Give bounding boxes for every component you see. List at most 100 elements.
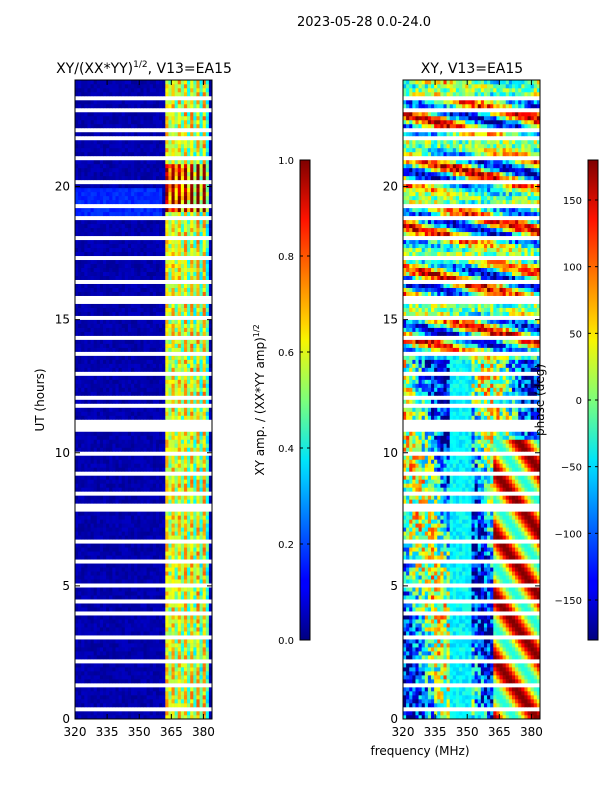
- left-heatmap-cell: [87, 323, 91, 328]
- left-heatmap-cell: [118, 243, 123, 249]
- left-heatmap-cell: [155, 647, 160, 652]
- left-heatmap-cell: [115, 711, 119, 716]
- left-heatmap-cell: [81, 711, 85, 716]
- left-heatmap-cell: [146, 407, 151, 412]
- left-heatmap-cell: [187, 311, 191, 316]
- left-heatmap-cell: [134, 383, 138, 388]
- left-heatmap-cell: [131, 339, 135, 344]
- left-heatmap-cell: [87, 223, 91, 229]
- left-heatmap-cell: [106, 187, 110, 193]
- left-heatmap-cell: [131, 151, 135, 157]
- left-heatmap-cell: [75, 447, 79, 452]
- left-heatmap-cell: [187, 555, 191, 560]
- left-heatmap-cell: [112, 211, 116, 217]
- left-heatmap-cell: [193, 223, 197, 229]
- left-heatmap-cell: [143, 267, 147, 272]
- left-heatmap-cell: [127, 387, 132, 392]
- left-heatmap-cell: [112, 703, 116, 708]
- left-heatmap-cell: [180, 347, 185, 352]
- left-heatmap-cell: [149, 227, 154, 233]
- left-heatmap-cell: [183, 495, 188, 500]
- left-heatmap-cell: [183, 687, 188, 692]
- left-heatmap-cell: [96, 327, 101, 332]
- left-heatmap-cell: [84, 671, 88, 676]
- left-heatmap-cell: [208, 495, 213, 500]
- left-heatmap-cell: [90, 243, 94, 249]
- left-heatmap-cell: [99, 499, 104, 504]
- left-heatmap-cell: [140, 163, 144, 169]
- left-heatmap-cell: [168, 219, 172, 225]
- left-heatmap-cell: [168, 631, 172, 636]
- left-heatmap-cell: [190, 647, 194, 652]
- left-heatmap-cell: [187, 259, 191, 265]
- left-heatmap-cell: [149, 675, 154, 680]
- left-heatmap-cell: [90, 675, 94, 680]
- left-heatmap-cell: [165, 355, 169, 360]
- left-heatmap-cell: [140, 239, 144, 245]
- left-heatmap-cell: [152, 651, 157, 656]
- left-heatmap-cell: [187, 543, 191, 548]
- left-heatmap-cell: [84, 339, 88, 344]
- left-heatmap-cell: [152, 303, 157, 308]
- left-heatmap-cell: [112, 291, 116, 296]
- left-heatmap-cell: [127, 271, 132, 276]
- left-heatmap-cell: [202, 231, 207, 237]
- left-heatmap-cell: [196, 675, 200, 680]
- left-heatmap-cell: [131, 691, 135, 696]
- left-heatmap-cell: [106, 455, 110, 460]
- left-heatmap-cell: [143, 207, 147, 213]
- left-heatmap-cell: [106, 151, 110, 157]
- left-heatmap-cell: [112, 475, 116, 480]
- left-heatmap-cell: [162, 439, 166, 444]
- left-heatmap-cell: [140, 283, 144, 288]
- left-heatmap-cell: [93, 475, 98, 480]
- left-heatmap-cell: [180, 587, 185, 592]
- left-heatmap-cell: [109, 711, 113, 716]
- left-heatmap-cell: [75, 195, 79, 201]
- left-heatmap-cell: [84, 607, 88, 612]
- left-heatmap-cell: [127, 187, 132, 193]
- left-heatmap-cell: [90, 531, 94, 536]
- left-heatmap-cell: [162, 663, 166, 668]
- left-heatmap-cell: [106, 591, 110, 596]
- left-heatmap-cell: [165, 347, 169, 352]
- left-heatmap-cell: [199, 239, 203, 245]
- left-heatmap-cell: [205, 287, 210, 292]
- left-heatmap-cell: [115, 543, 119, 548]
- left-heatmap-cell: [137, 343, 141, 348]
- left-heatmap-cell: [134, 323, 138, 328]
- left-heatmap-cell: [143, 143, 147, 149]
- left-heatmap-cell: [202, 175, 207, 181]
- left-heatmap-cell: [75, 159, 79, 165]
- left-flagged-row: [75, 155, 212, 161]
- left-heatmap-cell: [112, 259, 116, 265]
- left-heatmap-cell: [193, 207, 197, 213]
- left-heatmap-cell: [75, 363, 79, 368]
- left-heatmap-cell: [131, 687, 135, 692]
- left-heatmap-cell: [103, 523, 107, 528]
- left-heatmap-cell: [106, 531, 110, 536]
- left-heatmap-cell: [171, 511, 175, 516]
- left-heatmap-cell: [106, 571, 110, 576]
- left-heatmap-cell: [174, 615, 179, 620]
- left-heatmap-cell: [146, 447, 151, 452]
- left-heatmap-cell: [109, 551, 113, 556]
- left-heatmap-cell: [171, 667, 175, 672]
- left-heatmap-cell: [171, 415, 175, 420]
- left-heatmap-cell: [137, 391, 141, 396]
- left-heatmap-cell: [146, 231, 151, 237]
- left-heatmap-cell: [149, 619, 154, 624]
- left-heatmap-cell: [75, 239, 79, 245]
- left-heatmap-cell: [90, 319, 94, 324]
- left-heatmap-cell: [174, 571, 179, 576]
- left-heatmap-cell: [187, 447, 191, 452]
- left-heatmap-cell: [131, 667, 135, 672]
- left-heatmap-cell: [205, 479, 210, 484]
- left-heatmap-cell: [81, 435, 85, 440]
- left-heatmap-cell: [78, 667, 82, 672]
- left-heatmap-cell: [127, 579, 132, 584]
- left-heatmap-cell: [202, 515, 207, 520]
- left-heatmap-cell: [152, 311, 157, 316]
- left-heatmap-cell: [187, 191, 191, 197]
- left-heatmap-cell: [190, 467, 194, 472]
